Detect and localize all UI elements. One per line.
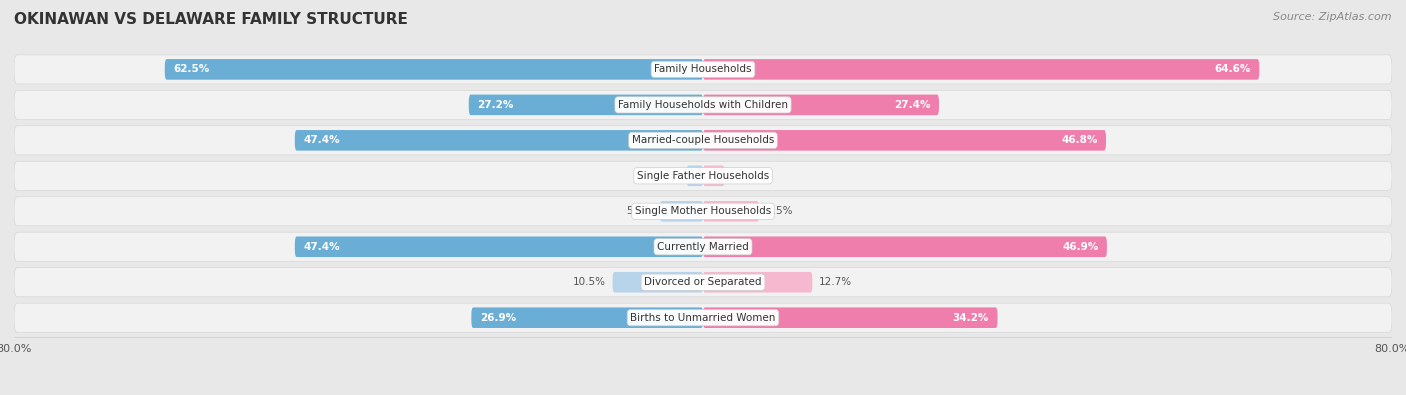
Text: Source: ZipAtlas.com: Source: ZipAtlas.com (1274, 12, 1392, 22)
FancyBboxPatch shape (703, 237, 1107, 257)
Text: 27.4%: 27.4% (894, 100, 931, 110)
Text: 46.8%: 46.8% (1062, 135, 1098, 145)
Text: 2.5%: 2.5% (731, 171, 758, 181)
FancyBboxPatch shape (686, 166, 703, 186)
Text: Currently Married: Currently Married (657, 242, 749, 252)
FancyBboxPatch shape (659, 201, 703, 222)
FancyBboxPatch shape (165, 59, 703, 80)
FancyBboxPatch shape (703, 307, 997, 328)
FancyBboxPatch shape (14, 126, 1392, 155)
Text: Single Mother Households: Single Mother Households (636, 206, 770, 216)
FancyBboxPatch shape (295, 237, 703, 257)
FancyBboxPatch shape (613, 272, 703, 293)
Text: 34.2%: 34.2% (952, 313, 988, 323)
FancyBboxPatch shape (703, 166, 724, 186)
FancyBboxPatch shape (703, 94, 939, 115)
Text: Single Father Households: Single Father Households (637, 171, 769, 181)
FancyBboxPatch shape (703, 201, 759, 222)
FancyBboxPatch shape (14, 55, 1392, 84)
FancyBboxPatch shape (14, 268, 1392, 297)
Text: 64.6%: 64.6% (1215, 64, 1251, 74)
FancyBboxPatch shape (14, 303, 1392, 332)
Text: 47.4%: 47.4% (304, 135, 340, 145)
FancyBboxPatch shape (471, 307, 703, 328)
FancyBboxPatch shape (14, 90, 1392, 119)
Text: 12.7%: 12.7% (820, 277, 852, 287)
FancyBboxPatch shape (468, 94, 703, 115)
Text: 62.5%: 62.5% (173, 64, 209, 74)
FancyBboxPatch shape (703, 59, 1260, 80)
Text: 6.5%: 6.5% (766, 206, 793, 216)
FancyBboxPatch shape (295, 130, 703, 150)
Text: 27.2%: 27.2% (478, 100, 513, 110)
Text: Divorced or Separated: Divorced or Separated (644, 277, 762, 287)
Text: Family Households with Children: Family Households with Children (619, 100, 787, 110)
Text: 47.4%: 47.4% (304, 242, 340, 252)
Text: Family Households: Family Households (654, 64, 752, 74)
Text: 1.9%: 1.9% (654, 171, 679, 181)
Text: Births to Unmarried Women: Births to Unmarried Women (630, 313, 776, 323)
FancyBboxPatch shape (703, 130, 1107, 150)
FancyBboxPatch shape (703, 272, 813, 293)
FancyBboxPatch shape (14, 161, 1392, 190)
FancyBboxPatch shape (14, 197, 1392, 226)
Text: 5.0%: 5.0% (627, 206, 652, 216)
Text: OKINAWAN VS DELAWARE FAMILY STRUCTURE: OKINAWAN VS DELAWARE FAMILY STRUCTURE (14, 12, 408, 27)
Text: 26.9%: 26.9% (479, 313, 516, 323)
Text: Married-couple Households: Married-couple Households (631, 135, 775, 145)
Text: 46.9%: 46.9% (1062, 242, 1098, 252)
FancyBboxPatch shape (14, 232, 1392, 261)
Text: 10.5%: 10.5% (572, 277, 606, 287)
